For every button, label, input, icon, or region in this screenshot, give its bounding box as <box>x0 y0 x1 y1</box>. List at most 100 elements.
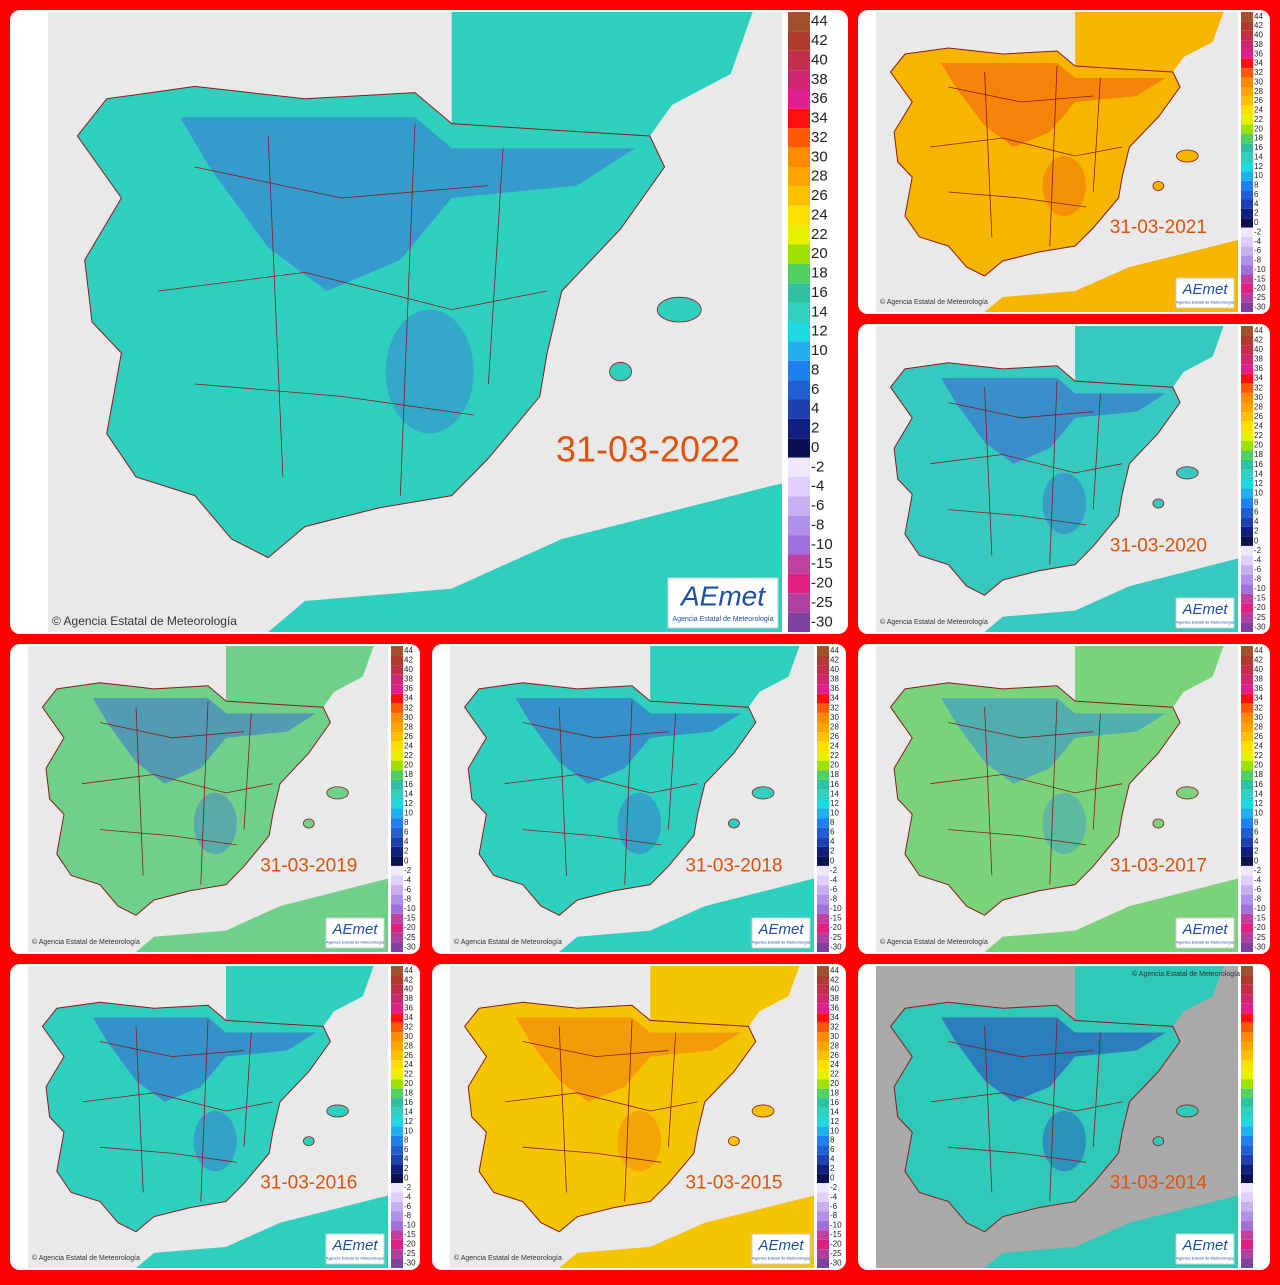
africa <box>559 878 814 952</box>
legend-swatch <box>788 496 810 516</box>
legend-swatch <box>1241 1249 1253 1259</box>
legend-label: -8 <box>830 1211 838 1220</box>
legend-label: -4 <box>811 478 824 495</box>
legend-label: 0 <box>404 856 409 865</box>
legend-swatch <box>817 646 829 656</box>
legend-label: 4 <box>1254 199 1259 208</box>
africa <box>268 483 782 632</box>
legend-label: 6 <box>830 1145 835 1154</box>
balearic-island <box>327 1105 349 1117</box>
province-border <box>523 723 669 738</box>
legend-swatch <box>391 799 403 809</box>
legend-swatch <box>817 1098 829 1108</box>
legend-swatch <box>817 1211 829 1221</box>
legend-swatch <box>1241 1098 1253 1108</box>
legend-label: 28 <box>830 1041 839 1050</box>
legend-swatch <box>1241 171 1253 181</box>
legend-label: 12 <box>1254 162 1263 171</box>
legend-swatch <box>391 894 403 905</box>
legend-swatch <box>391 994 403 1004</box>
legend-label: 42 <box>1254 655 1263 664</box>
legend-swatch <box>1241 770 1253 780</box>
legend-swatch <box>817 942 829 952</box>
legend-label: 8 <box>830 818 835 827</box>
legend-swatch <box>391 1079 403 1089</box>
logo-subtitle: Agencia Estatal de Meteorología <box>752 940 811 945</box>
province-border <box>100 1042 244 1057</box>
legend-label: -8 <box>404 895 412 904</box>
legend-label: 24 <box>1254 742 1263 751</box>
legend-swatch <box>1241 1003 1253 1014</box>
legend-swatch <box>817 1013 829 1023</box>
legend-label: 4 <box>830 1155 835 1164</box>
province-border <box>1093 1032 1100 1147</box>
balearic-island <box>752 787 774 799</box>
legend-label: 10 <box>830 808 839 817</box>
legend-swatch <box>817 856 829 866</box>
africa <box>984 558 1238 632</box>
legend-label: -25 <box>1254 933 1266 942</box>
legend-swatch <box>1241 904 1253 914</box>
province-border <box>930 138 1122 156</box>
legend-swatch <box>1241 227 1253 237</box>
legend-swatch <box>1241 326 1253 336</box>
legend-swatch <box>1241 808 1253 819</box>
legend-label: 42 <box>830 655 839 664</box>
legend-label: 16 <box>1254 143 1263 152</box>
legend-swatch <box>817 894 829 905</box>
legend-swatch <box>1241 1164 1253 1174</box>
province-border <box>1050 1020 1057 1201</box>
legend-swatch <box>1241 994 1253 1004</box>
logo-box <box>1175 1233 1235 1265</box>
legend-label: 38 <box>1254 355 1263 364</box>
logo-subtitle: Agencia Estatal de Meteorología <box>1176 940 1235 945</box>
legend-label: 44 <box>830 646 839 655</box>
legend-label: 18 <box>1254 770 1263 779</box>
legend-label: 36 <box>830 684 839 693</box>
province-border <box>930 455 1122 473</box>
temperature-zone <box>941 1017 1166 1102</box>
legend-swatch <box>1241 517 1253 527</box>
legend-label: 30 <box>404 1032 413 1041</box>
legend-swatch <box>817 1069 829 1080</box>
legend-label: 36 <box>811 90 828 107</box>
legend-swatch <box>391 1117 403 1127</box>
legend-label: 30 <box>811 148 828 165</box>
legend-swatch <box>1241 392 1253 403</box>
legend-label: 10 <box>1254 808 1263 817</box>
legend-label: 20 <box>1254 124 1263 133</box>
legend-swatch <box>788 380 810 400</box>
legend-label: 26 <box>811 187 828 204</box>
legend-swatch <box>1241 335 1253 346</box>
legend-label: 44 <box>1254 12 1263 21</box>
legend-label: 38 <box>830 994 839 1003</box>
legend-label: 16 <box>811 284 828 301</box>
legend-swatch <box>817 984 829 995</box>
legend-label: 20 <box>1254 441 1263 450</box>
legend-label: 28 <box>811 168 828 185</box>
legend-swatch <box>788 89 810 109</box>
legend-label: 8 <box>830 1136 835 1145</box>
legend-label: 6 <box>404 1145 409 1154</box>
legend-swatch <box>788 225 810 245</box>
legend-swatch <box>391 856 403 866</box>
legend-swatch <box>1241 1079 1253 1089</box>
balearic-island <box>1153 819 1164 828</box>
legend-swatch <box>391 1173 403 1184</box>
legend-swatch <box>1241 77 1253 87</box>
legend-swatch <box>817 846 829 857</box>
province-border <box>244 1032 251 1147</box>
legend-swatch <box>1241 913 1253 924</box>
province-border <box>523 1147 661 1162</box>
temperature-zone <box>193 792 237 855</box>
province-border <box>158 272 547 309</box>
legend-label: 30 <box>830 713 839 722</box>
temperature-zone <box>385 309 474 434</box>
legend-label: -4 <box>404 1192 412 1201</box>
balearic-island <box>327 787 349 799</box>
legend-label: 40 <box>1254 665 1263 674</box>
province-border <box>100 1147 237 1162</box>
map-panel: 4442403836343230282624222018161412108642… <box>10 964 420 1270</box>
legend-swatch <box>391 1220 403 1231</box>
legend-swatch <box>1241 440 1253 451</box>
